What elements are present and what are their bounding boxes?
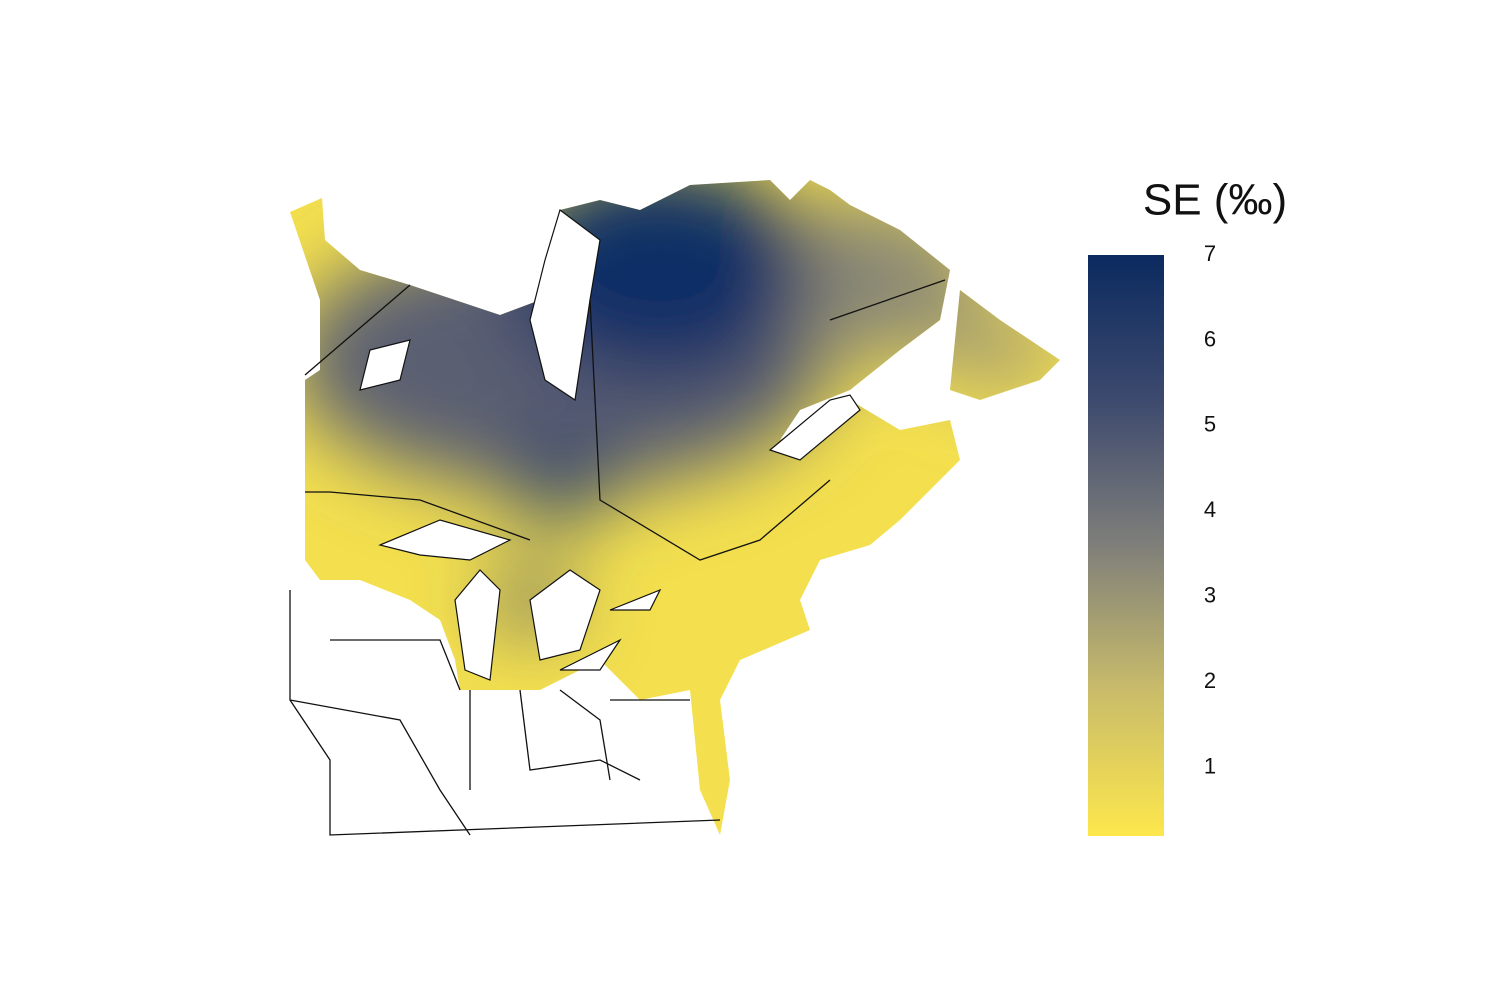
water bbox=[359, 209, 861, 681]
legend-title: SE (‰) bbox=[1143, 176, 1287, 225]
tick-label: 7 bbox=[1204, 241, 1216, 266]
tick-label: 4 bbox=[1204, 497, 1216, 522]
tick-label: 2 bbox=[1204, 668, 1216, 693]
legend: 1 2 3 4 5 6 7 bbox=[1088, 241, 1216, 836]
tick-label: 1 bbox=[1204, 753, 1216, 778]
tick-label: 3 bbox=[1204, 583, 1216, 608]
tick-label: 5 bbox=[1204, 412, 1216, 437]
borders bbox=[289, 279, 946, 836]
tick-label: 6 bbox=[1204, 326, 1216, 351]
surface bbox=[290, 180, 1060, 835]
colorbar bbox=[1088, 255, 1164, 836]
